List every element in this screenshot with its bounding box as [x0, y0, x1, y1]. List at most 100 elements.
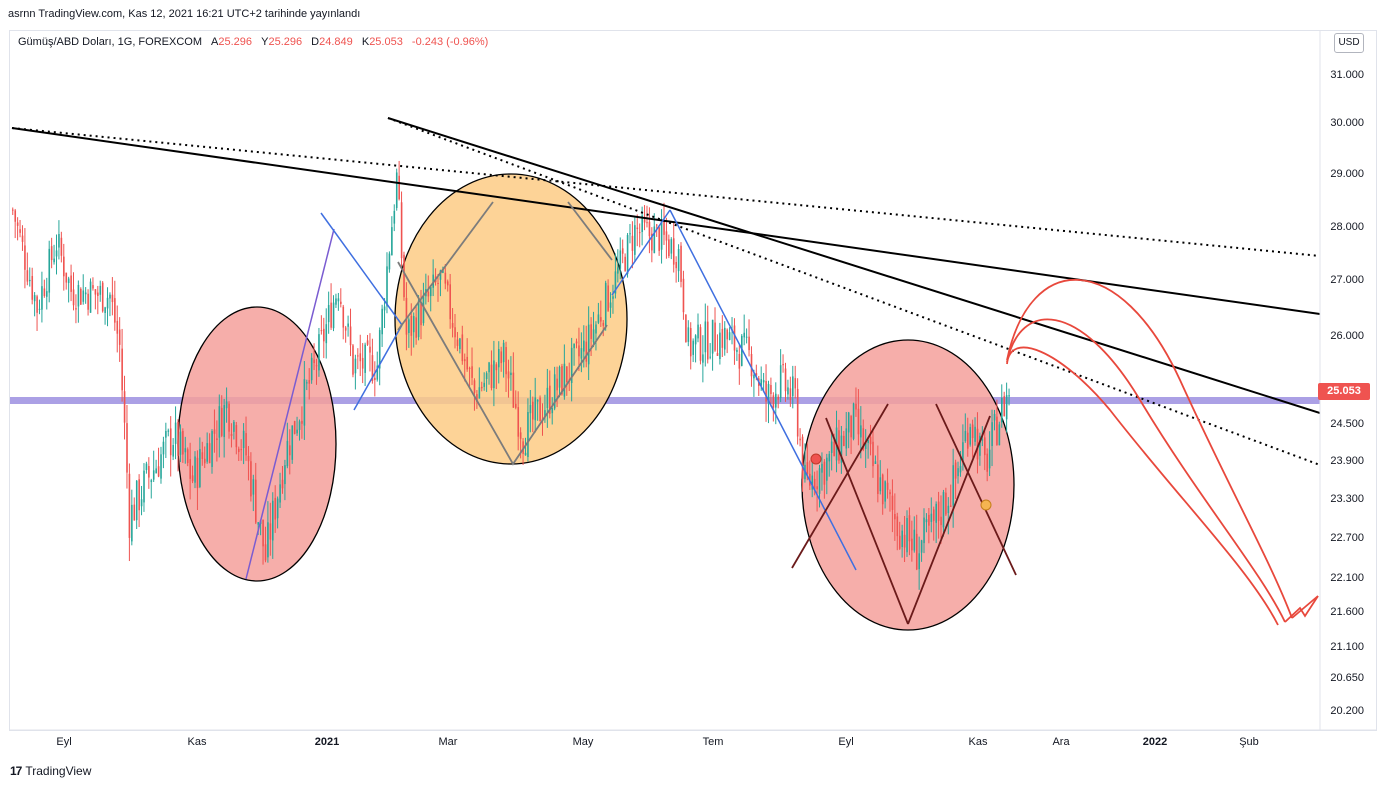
candle-body [162, 441, 165, 455]
candle-body [201, 452, 204, 459]
candle-body [612, 296, 614, 299]
candle-body [468, 367, 471, 369]
projection-arrow-2 [1284, 595, 1319, 623]
candle-body [561, 366, 563, 395]
y-tick-label: 22.100 [1330, 572, 1364, 584]
y-tick-label: 21.600 [1330, 606, 1364, 618]
candle-body [250, 461, 252, 497]
candle-body [213, 429, 216, 434]
candle-body [128, 473, 131, 538]
candle-body [38, 308, 41, 310]
candle-body [816, 486, 818, 490]
candle-body [395, 172, 398, 208]
candle-body [36, 296, 38, 313]
candle-body [24, 245, 26, 270]
tradingview-brand[interactable]: 17 TradingView [10, 764, 91, 778]
candle-body [289, 445, 291, 456]
candle-body [92, 285, 94, 289]
high-value: 25.296 [268, 36, 303, 48]
candle-body [536, 399, 539, 402]
candle-body [515, 403, 517, 408]
candle-body [148, 466, 150, 478]
candle-body [697, 324, 699, 339]
candle-body [733, 325, 736, 351]
candle-body [896, 516, 899, 537]
candle-body [604, 282, 607, 328]
currency-button[interactable]: USD [1334, 33, 1364, 53]
candle-body [894, 514, 896, 520]
candle-body [16, 222, 19, 226]
candle-body [704, 321, 707, 353]
candle-body [942, 492, 945, 528]
candle-body [723, 327, 726, 350]
candle-body [551, 408, 554, 414]
projection-curve-3 [1006, 346, 1279, 626]
candle-body [617, 267, 619, 274]
candle-body [391, 227, 393, 256]
candle-body [782, 363, 784, 366]
candle-body [789, 388, 792, 401]
candle-body [507, 371, 510, 379]
x-tick-label: Eyl [56, 736, 71, 748]
candle-body [991, 422, 993, 447]
price-axis: 31.000 30.000 29.000 28.000 27.000 26.000 24.5… [1330, 69, 1364, 717]
candle-body [12, 209, 14, 211]
candle-body [281, 479, 284, 489]
candle-body [801, 436, 804, 479]
candle-body [906, 518, 908, 553]
candle-body [495, 364, 498, 371]
candle-body [796, 388, 799, 437]
candle-body [359, 353, 362, 362]
candle-body [340, 301, 342, 304]
candle-body [422, 296, 425, 324]
candle-body [378, 330, 381, 369]
candle-body [787, 387, 789, 395]
pattern-circle-middle [394, 173, 628, 465]
candle-body [864, 442, 867, 449]
blue-trendline-up-3 [611, 209, 671, 296]
candle-body [619, 250, 622, 269]
candle-body [694, 335, 697, 345]
candle-body [643, 219, 646, 223]
candle-body [660, 220, 663, 250]
candle-body [291, 425, 294, 460]
published-line: asrnn TradingView.com, Kas 12, 2021 16:2… [8, 8, 361, 20]
candle-body [67, 278, 70, 284]
v-pattern-middle [397, 261, 608, 466]
candle-body [974, 426, 976, 442]
candle-body [352, 345, 354, 375]
candle-body [332, 302, 335, 329]
candle-body [823, 461, 826, 485]
candle-body [75, 308, 77, 310]
candle-body [216, 438, 218, 441]
candle-body [879, 477, 882, 492]
candle-body [43, 288, 46, 297]
candle-body [371, 355, 374, 381]
candle-body [585, 341, 588, 362]
candle-body [945, 492, 947, 515]
candle-body [169, 428, 172, 456]
candle-body [806, 462, 809, 475]
candle-body [755, 373, 758, 376]
pattern-circle-right [801, 339, 1015, 631]
candle-body [276, 498, 279, 519]
candle-body [626, 235, 629, 274]
candle-body [347, 323, 349, 327]
candle-body [901, 530, 903, 548]
candle-body [48, 248, 51, 293]
candle-body [274, 497, 277, 520]
candle-body [636, 227, 639, 229]
candle-body [101, 282, 104, 312]
candle-body [318, 334, 320, 371]
candle-body [155, 468, 157, 474]
x-pattern-4 [935, 403, 1017, 576]
candle-body [82, 290, 85, 302]
candle-body [549, 385, 551, 414]
y-tick-label: 23.900 [1330, 455, 1364, 467]
candle-body [954, 462, 957, 479]
candle-body [748, 336, 750, 351]
candle-body [77, 284, 80, 307]
candle-body [583, 340, 585, 352]
candle-body [388, 253, 391, 270]
